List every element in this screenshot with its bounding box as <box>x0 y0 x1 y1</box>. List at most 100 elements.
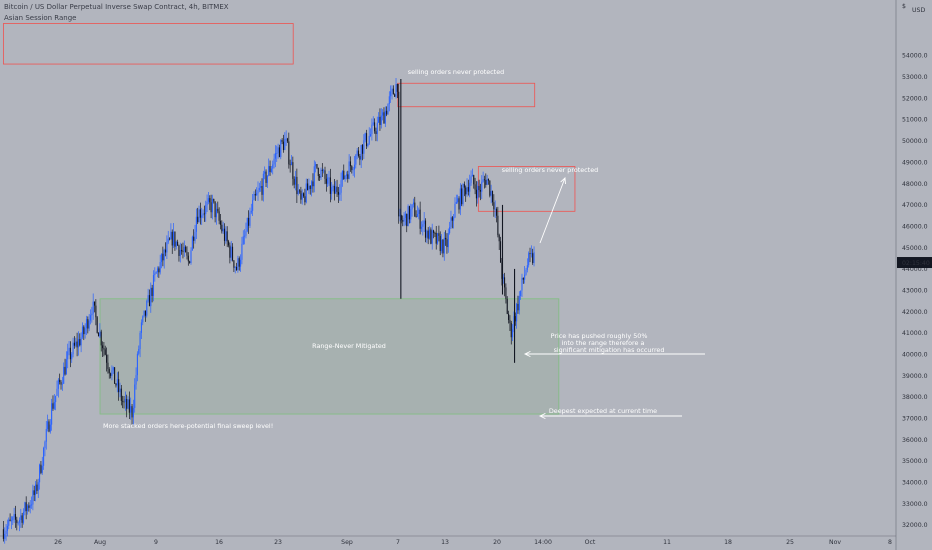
candle-body-255 <box>344 175 346 180</box>
candle-body-243 <box>328 177 330 179</box>
candle-body-292 <box>394 94 396 97</box>
y-tick-label: 33000.0 <box>902 501 928 508</box>
candle-body-360 <box>485 180 487 185</box>
candle-body-308 <box>415 216 417 218</box>
candle-body-49 <box>68 347 70 352</box>
candle-body-171 <box>231 246 234 261</box>
candle-body-342 <box>461 188 463 205</box>
candle-body-101 <box>138 349 140 354</box>
candle-body-28 <box>40 464 42 473</box>
candle-body-364 <box>490 191 492 196</box>
candle-body-148 <box>201 215 203 218</box>
candle-body-396 <box>533 252 535 263</box>
candle-body-149 <box>202 213 204 216</box>
candle-body-392 <box>528 253 530 266</box>
candle-body-304 <box>410 209 412 220</box>
candle-body-60 <box>83 326 85 335</box>
candle-body-326 <box>439 235 441 252</box>
candle-body-119 <box>162 253 164 261</box>
candle-body-356 <box>479 190 481 192</box>
candle-body-16 <box>24 502 26 513</box>
candle-body-80 <box>110 373 112 376</box>
candle-body-242 <box>327 177 329 184</box>
candle-body-146 <box>198 209 200 223</box>
y-tick-label: 48000.0 <box>902 181 928 188</box>
candle-body-217 <box>293 178 295 185</box>
candle-body-335 <box>451 217 453 221</box>
candle-body-177 <box>240 259 242 267</box>
candle-body-236 <box>319 176 321 178</box>
candle-body-244 <box>329 177 331 194</box>
candle-body-82 <box>112 367 114 371</box>
candle-body-1 <box>4 533 6 539</box>
candle-body-183 <box>248 217 250 226</box>
candle-body-193 <box>261 186 263 195</box>
candle-body-126 <box>171 231 173 246</box>
candle-body-291 <box>392 88 394 95</box>
candle-body-184 <box>249 212 251 226</box>
candle-body-317 <box>427 230 429 239</box>
candle-body-367 <box>494 208 496 210</box>
candle-body-227 <box>307 183 309 191</box>
candle-body-23 <box>33 490 35 495</box>
candle-body-285 <box>384 110 386 124</box>
candle-body-345 <box>465 187 467 195</box>
candle-body-40 <box>56 388 58 396</box>
candle-body-59 <box>81 326 84 338</box>
candle-body-279 <box>376 122 378 135</box>
candle-body-211 <box>285 138 287 140</box>
candle-body-52 <box>72 342 74 355</box>
candle-body-313 <box>422 224 424 227</box>
candle-body-272 <box>367 143 369 147</box>
candle-body-105 <box>143 310 145 317</box>
candle-body-280 <box>378 116 380 123</box>
candle-body-278 <box>375 131 377 135</box>
x-tick-label: 9 <box>154 539 158 546</box>
candle-body-329 <box>443 237 445 254</box>
candle-body-306 <box>412 202 414 205</box>
candle-body-283 <box>382 112 384 116</box>
candle-body-286 <box>386 110 388 115</box>
candle-body-94 <box>128 399 130 413</box>
x-tick-label: 8 <box>888 539 892 546</box>
candle-body-9 <box>14 514 17 520</box>
x-tick-label: 26 <box>54 539 62 546</box>
y-tick-label: 40000.0 <box>902 351 928 358</box>
candle-body-381 <box>513 316 515 330</box>
candle-body-178 <box>241 243 243 260</box>
candle-body-141 <box>191 236 193 251</box>
candle-body-84 <box>115 383 117 386</box>
candle-body-225 <box>304 196 306 203</box>
candle-body-311 <box>419 209 421 229</box>
candle-body-363 <box>489 180 491 196</box>
candle-body-295 <box>398 91 400 217</box>
candle-body-87 <box>119 388 121 393</box>
candle-body-246 <box>332 185 334 188</box>
candle-body-327 <box>441 239 443 252</box>
candle-body-380 <box>512 329 514 338</box>
candle-body-31 <box>44 441 46 449</box>
candle-body-88 <box>120 388 122 401</box>
candle-body-62 <box>85 319 88 329</box>
candle-body-122 <box>166 242 168 253</box>
candle-body-139 <box>189 261 191 264</box>
candle-body-53 <box>73 342 75 346</box>
y-tick-label: 46000.0 <box>902 223 928 230</box>
currency-label: USD <box>912 7 925 14</box>
candles-group <box>2 77 535 544</box>
candle-body-240 <box>324 170 326 179</box>
candle-body-64 <box>88 320 90 329</box>
candle-body-241 <box>325 178 327 184</box>
candle-body-114 <box>155 272 157 274</box>
candle-body-353 <box>475 189 477 199</box>
candle-body-352 <box>474 184 476 190</box>
x-tick-label: 13 <box>441 539 449 546</box>
x-tick-label: 23 <box>274 539 282 546</box>
candle-body-218 <box>294 176 297 185</box>
candle-body-144 <box>195 216 197 232</box>
candle-body-113 <box>154 273 156 276</box>
candle-body-230 <box>311 181 313 189</box>
candle-body-147 <box>199 209 201 218</box>
candle-body-222 <box>300 190 302 200</box>
